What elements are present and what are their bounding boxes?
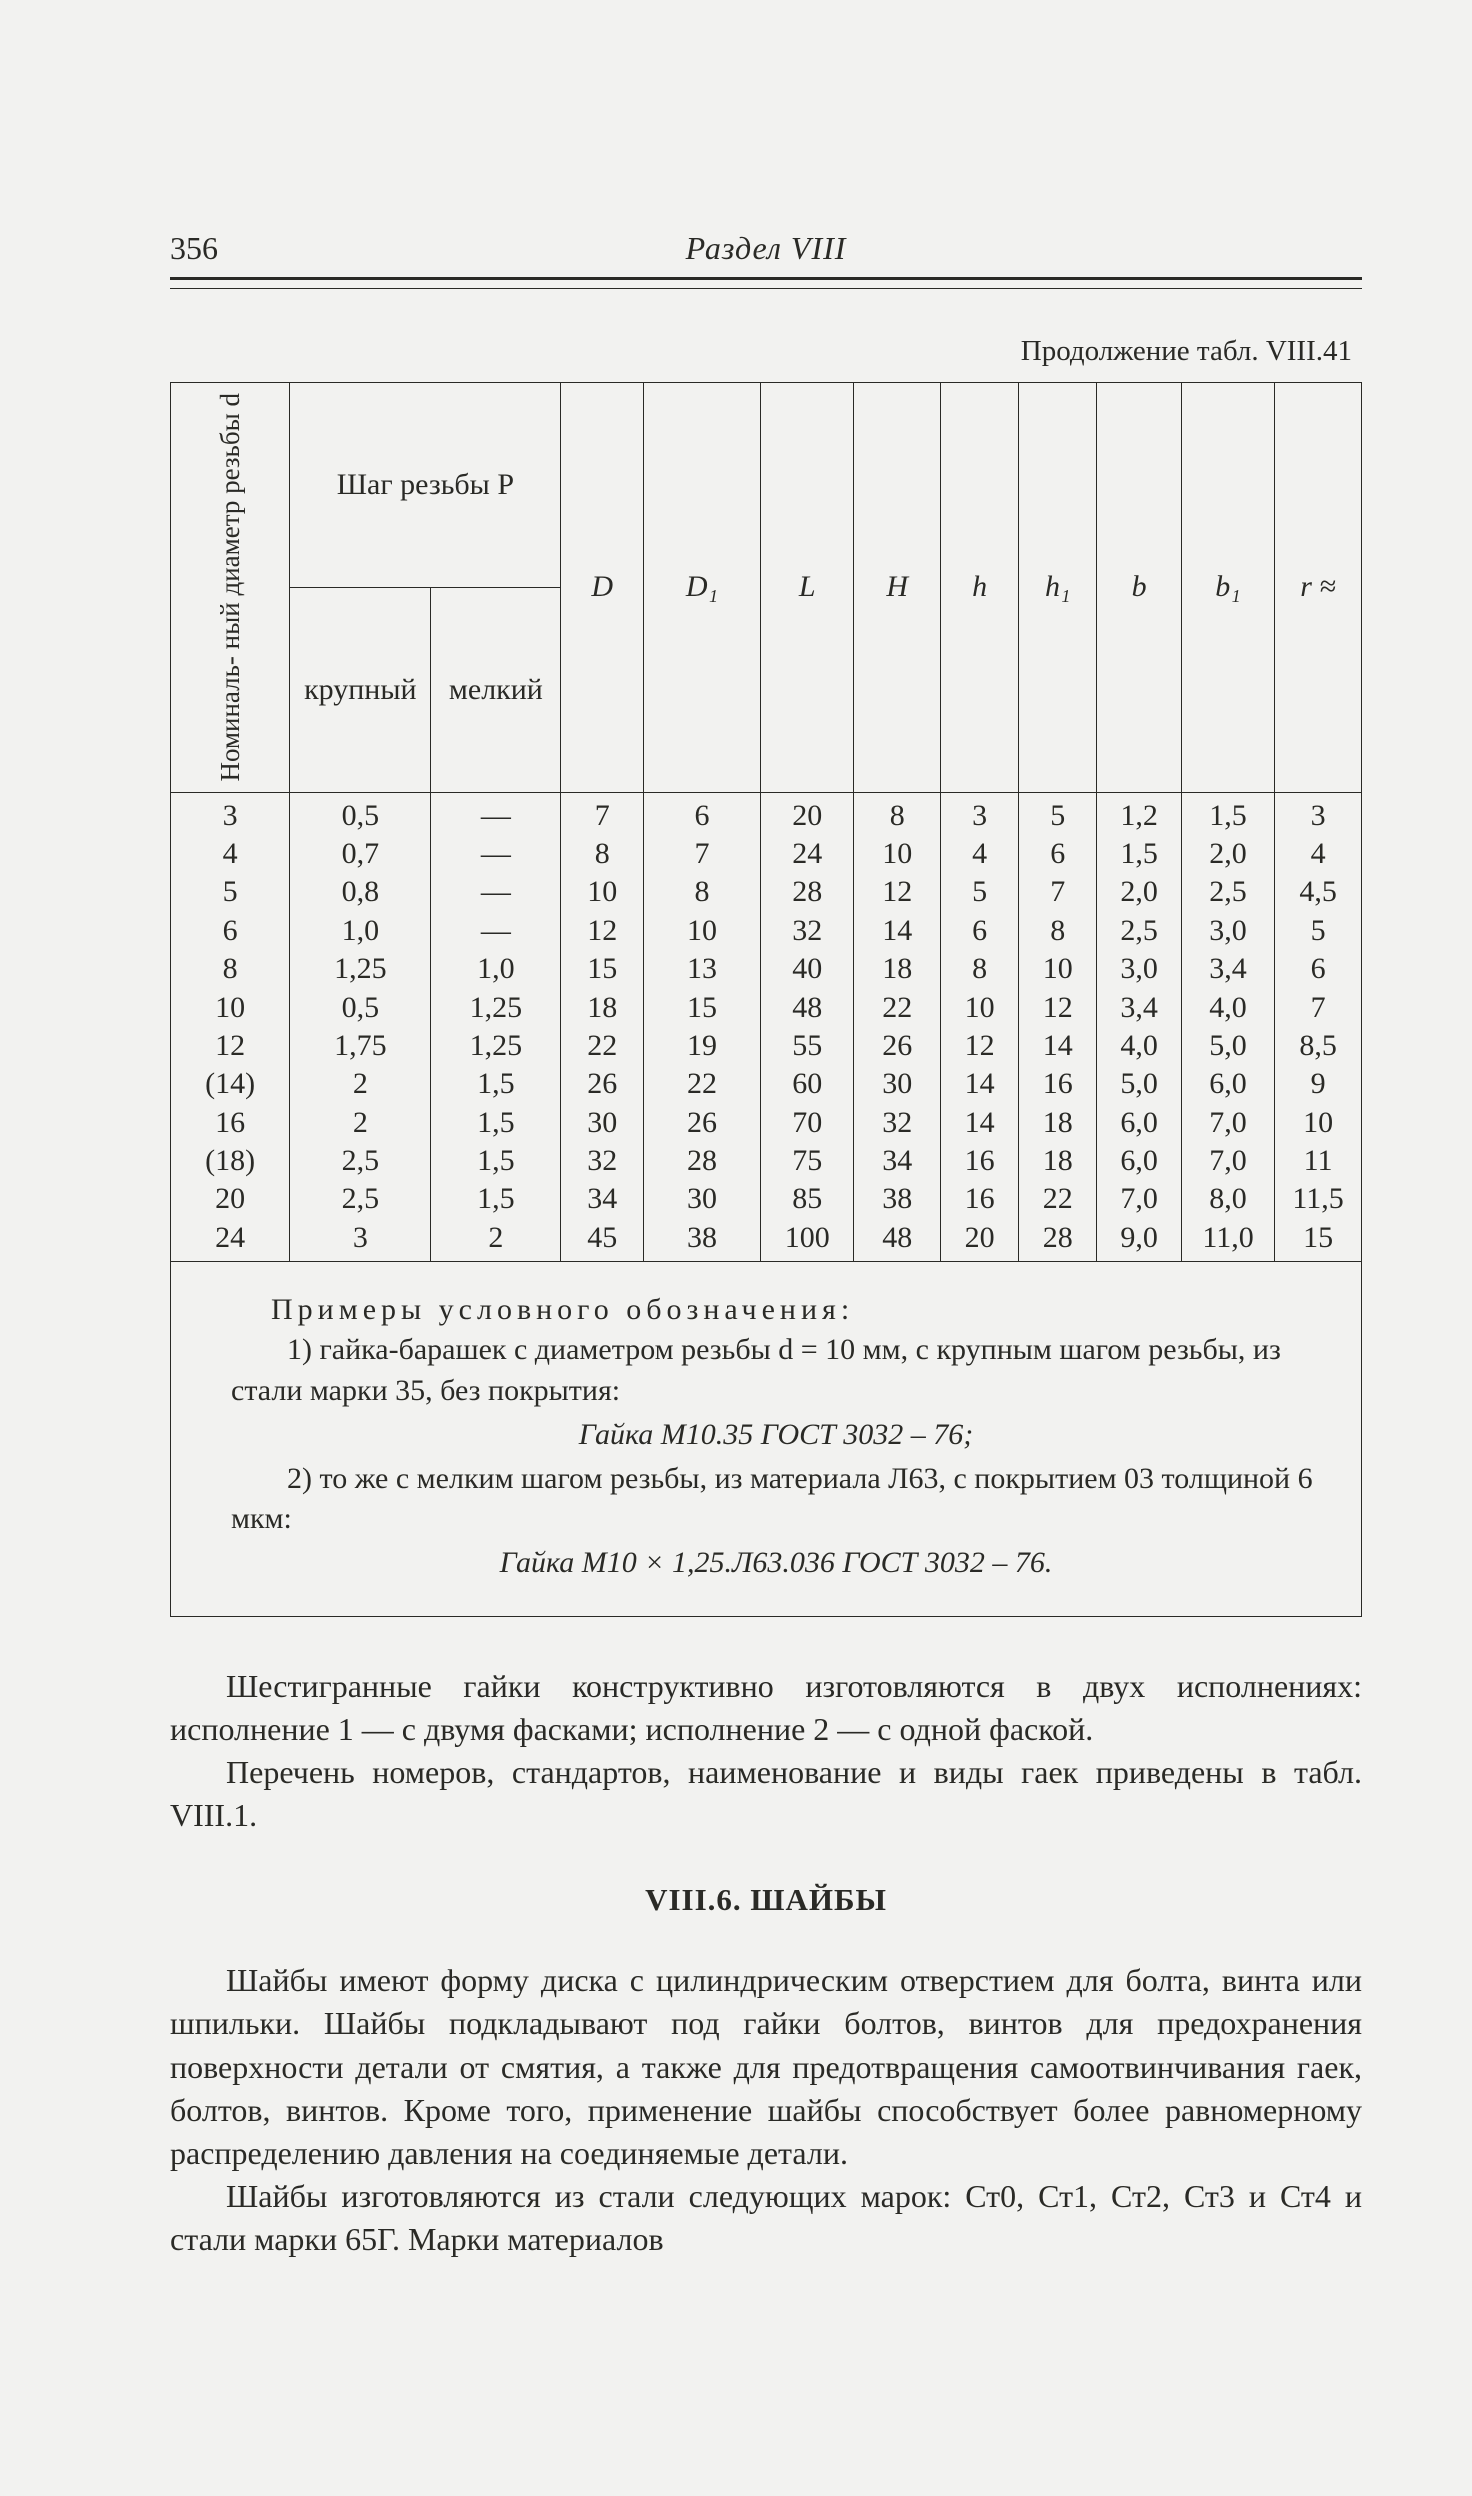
col-D: 7 8 10 12 15 18 22 26 30 32 34 45 bbox=[561, 792, 643, 1262]
examples-title: Примеры условного обозначения: bbox=[271, 1293, 854, 1326]
col-L: 20 24 28 32 40 48 55 60 70 75 85 100 bbox=[761, 792, 854, 1262]
th-h: h bbox=[941, 383, 1019, 793]
col-d: 3 4 5 6 8 10 12 (14) 16 (18) 20 24 bbox=[171, 792, 290, 1262]
col-H: 8 10 12 14 18 22 26 30 32 34 38 48 bbox=[854, 792, 941, 1262]
para-4: Шайбы изготовляются из стали следующих м… bbox=[170, 2175, 1362, 2261]
page-number: 356 bbox=[170, 230, 218, 267]
para-1: Шестигранные гайки конструктивно изготов… bbox=[170, 1665, 1362, 1751]
th-r: r ≈ bbox=[1275, 383, 1362, 793]
th-diameter: Номиналь- ный диаметр резьбы d bbox=[171, 383, 290, 793]
col-b: 1,2 1,5 2,0 2,5 3,0 3,4 4,0 5,0 6,0 6,0 … bbox=[1097, 792, 1182, 1262]
section-head: VIII.6. ШАЙБЫ bbox=[170, 1879, 1362, 1921]
th-b1: b₁ bbox=[1181, 383, 1274, 793]
data-table: Номиналь- ный диаметр резьбы d Шаг резьб… bbox=[170, 382, 1362, 1262]
col-r: 3 4 4,5 5 6 7 8,5 9 10 11 11,5 15 bbox=[1275, 792, 1362, 1262]
example-1-spec: Гайка М10.35 ГОСТ 3032 – 76; bbox=[231, 1415, 1321, 1455]
col-h: 3 4 5 6 8 10 12 14 14 16 16 20 bbox=[941, 792, 1019, 1262]
th-D: D bbox=[561, 383, 643, 793]
body-text: Шестигранные гайки конструктивно изготов… bbox=[170, 1665, 1362, 2262]
th-D1: D₁ bbox=[643, 383, 760, 793]
th-coarse: крупный bbox=[290, 587, 431, 792]
th-L: L bbox=[761, 383, 854, 793]
page: 356 Раздел VIII 000 Продолжение табл. VI… bbox=[0, 0, 1472, 2496]
th-b: b bbox=[1097, 383, 1182, 793]
th-h1: h₁ bbox=[1019, 383, 1097, 793]
example-2-spec: Гайка М10 × 1,25.Л63.036 ГОСТ 3032 – 76. bbox=[231, 1543, 1321, 1583]
table-caption: Продолжение табл. VIII.41 bbox=[170, 335, 1352, 368]
col-fine: — — — — 1,0 1,25 1,25 1,5 1,5 1,5 1,5 2 bbox=[431, 792, 561, 1262]
running-head: 356 Раздел VIII 000 bbox=[170, 230, 1362, 280]
examples-block: Примеры условного обозначения: 1) гайка-… bbox=[170, 1262, 1362, 1616]
th-pitch-label: Шаг резьбы P bbox=[337, 468, 514, 501]
section-title: Раздел VIII bbox=[686, 230, 847, 267]
col-D1: 6 7 8 10 13 15 19 22 26 28 30 38 bbox=[643, 792, 760, 1262]
th-diameter-label: Номиналь- ный диаметр резьбы d bbox=[217, 387, 244, 788]
example-1-text: 1) гайка-барашек с диаметром резьбы d = … bbox=[231, 1330, 1321, 1410]
table-row: 3 4 5 6 8 10 12 (14) 16 (18) 20 24 0,5 0… bbox=[171, 792, 1362, 1262]
rule bbox=[170, 288, 1362, 289]
example-2-text: 2) то же с мелким шагом резьбы, из матер… bbox=[231, 1459, 1321, 1539]
col-b1: 1,5 2,0 2,5 3,0 3,4 4,0 5,0 6,0 7,0 7,0 … bbox=[1181, 792, 1274, 1262]
para-2: Перечень номеров, стандартов, наименован… bbox=[170, 1751, 1362, 1837]
th-H: H bbox=[854, 383, 941, 793]
th-fine: мелкий bbox=[431, 587, 561, 792]
para-3: Шайбы имеют форму диска с цилиндрическим… bbox=[170, 1959, 1362, 2175]
th-pitch-group: Шаг резьбы P bbox=[290, 383, 561, 588]
col-coarse: 0,5 0,7 0,8 1,0 1,25 0,5 1,75 2 2 2,5 2,… bbox=[290, 792, 431, 1262]
col-h1: 5 6 7 8 10 12 14 16 18 18 22 28 bbox=[1019, 792, 1097, 1262]
